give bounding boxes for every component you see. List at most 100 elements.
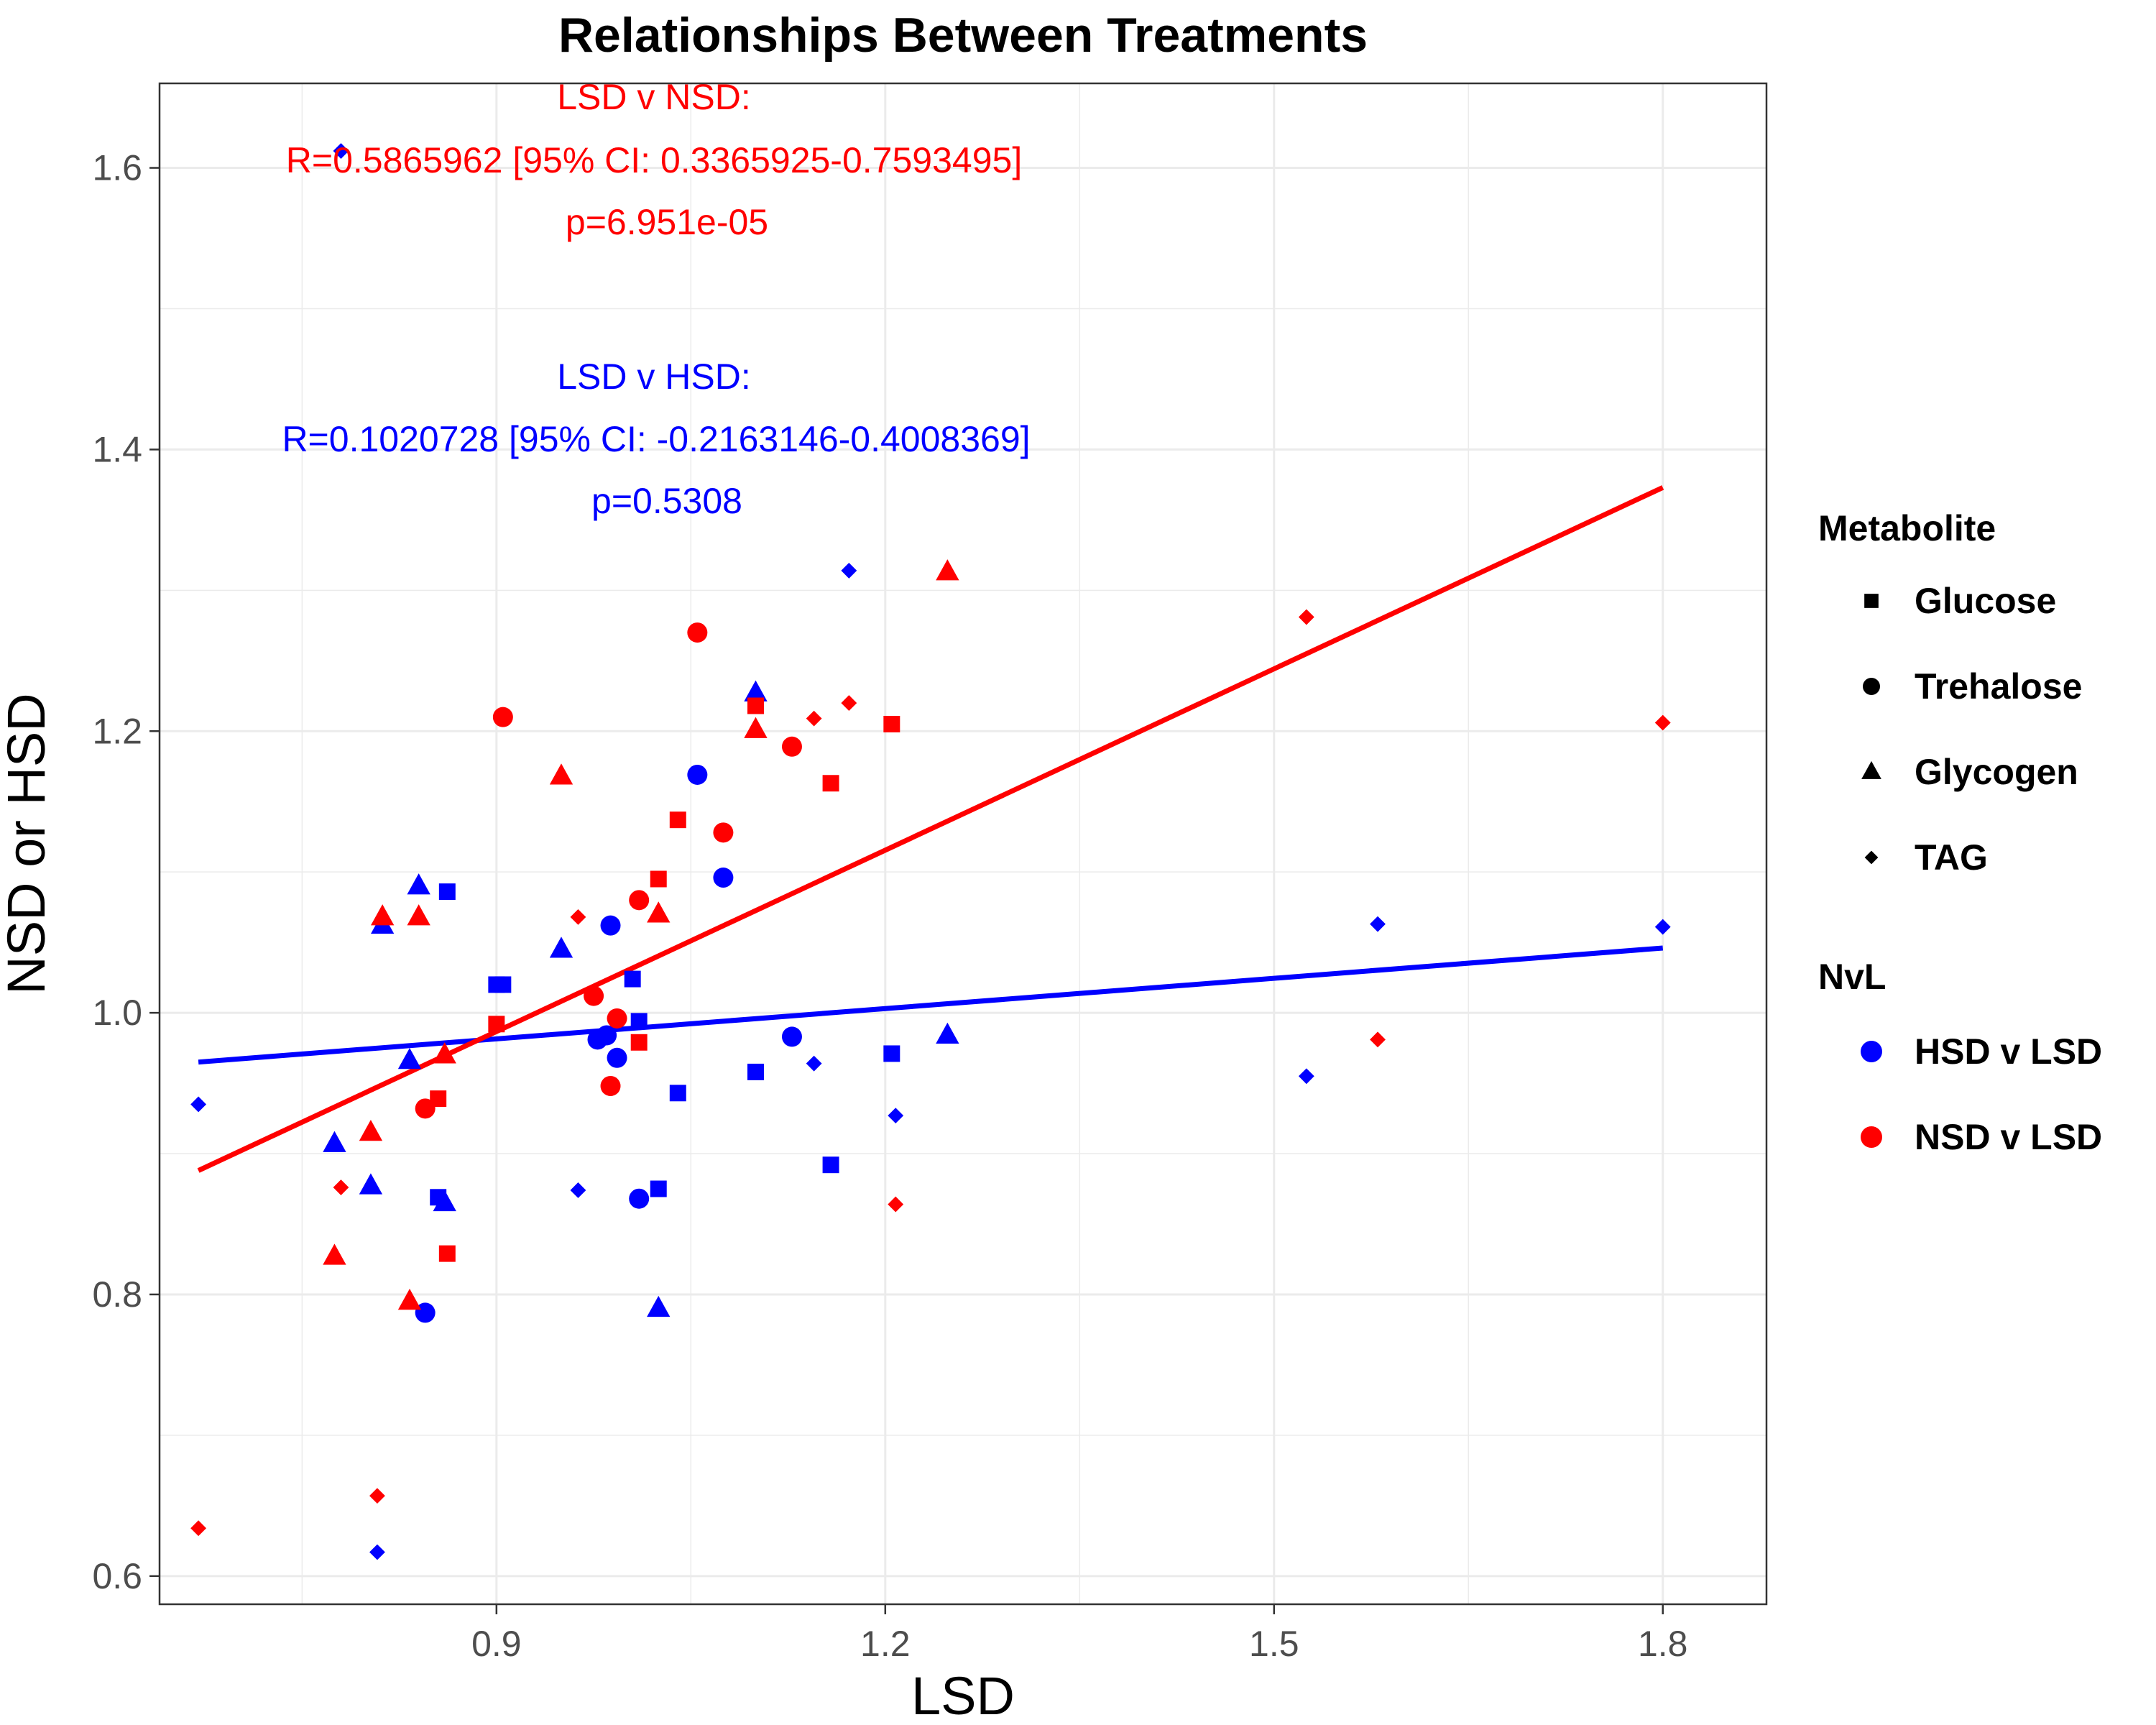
data-point-circle	[600, 915, 621, 936]
data-point-square	[438, 1245, 456, 1262]
data-point-circle	[687, 622, 708, 643]
legend-key-circle	[1863, 678, 1880, 695]
data-point-square	[669, 811, 686, 829]
legend-key-square	[1864, 594, 1879, 608]
data-point-triangle	[433, 1190, 456, 1212]
data-point-circle	[492, 707, 513, 727]
data-point-triangle	[744, 680, 768, 702]
legend-label-glucose: Glucose	[1915, 581, 2056, 621]
data-point-triangle	[397, 1048, 422, 1070]
data-point-square	[630, 1013, 648, 1030]
data-point-triangle	[359, 1119, 383, 1141]
legend-label-glycogen: Glycogen	[1915, 752, 2078, 792]
data-point-triangle	[936, 559, 959, 581]
data-point-diamond	[1654, 714, 1671, 731]
data-point-triangle	[647, 1295, 671, 1317]
data-point-circle	[415, 1098, 436, 1119]
data-point-triangle	[407, 904, 430, 926]
legend-title-nvl: NvL	[1818, 957, 1886, 997]
y-tick-label: 0.6	[92, 1556, 142, 1596]
legend-key-color	[1861, 1126, 1882, 1148]
data-point-diamond	[369, 1544, 385, 1560]
annotation-line: LSD v HSD:	[557, 356, 751, 397]
chart-title: Relationships Between Treatments	[558, 8, 1368, 63]
data-point-diamond	[1298, 609, 1314, 625]
data-point-triangle	[936, 1022, 959, 1044]
legend-key-color	[1861, 1041, 1882, 1062]
fit-line-hsd-v-lsd	[198, 945, 1664, 1065]
annotation-line: R=0.1020728 [95% CI: -0.2163146-0.400836…	[282, 419, 1030, 459]
data-point-triangle	[397, 1289, 422, 1310]
data-point-square	[650, 870, 667, 888]
legend-label-trehalose: Trehalose	[1915, 666, 2082, 707]
data-point-square	[747, 697, 764, 714]
data-point-diamond	[333, 143, 349, 159]
data-point-diamond	[190, 1520, 207, 1537]
x-tick-label: 1.8	[1638, 1624, 1688, 1664]
data-point-triangle	[433, 1042, 456, 1064]
data-point-diamond	[841, 562, 857, 579]
x-axis-ticks: 0.9 1.2 1.5 1.8	[471, 1604, 1687, 1664]
data-point-triangle	[647, 901, 671, 923]
data-point-circle	[713, 822, 734, 843]
data-point-circle	[713, 868, 734, 888]
data-point-triangle	[549, 937, 573, 958]
legend-key-diamond	[1864, 850, 1879, 865]
grid-lines	[160, 83, 1766, 1604]
y-axis-ticks: 0.6 0.8 1.0 1.2 1.4 1.6	[92, 148, 160, 1596]
data-point-triangle	[370, 904, 395, 926]
data-point-square	[624, 970, 641, 988]
data-point-diamond	[1654, 919, 1671, 935]
annotation-line: p=0.5308	[591, 481, 742, 521]
y-axis-title: NSD or HSD	[0, 693, 56, 994]
legend-label-tag: TAG	[1915, 837, 1988, 878]
data-point-diamond	[1370, 916, 1386, 932]
x-tick-label: 1.5	[1249, 1624, 1299, 1664]
data-point-circle	[629, 890, 650, 911]
data-point-diamond	[806, 1055, 822, 1072]
data-point-diamond	[190, 1096, 207, 1113]
data-point-circle	[781, 736, 802, 757]
data-point-triangle	[323, 1131, 346, 1152]
data-point-square	[430, 1090, 447, 1108]
legend-color-items: HSD v LSD NSD v LSD	[1861, 1031, 2102, 1157]
y-tick-label: 1.2	[92, 711, 142, 751]
data-point-diamond	[1298, 1068, 1314, 1085]
x-tick-label: 1.2	[860, 1624, 911, 1664]
data-point-square	[630, 1034, 648, 1051]
data-point-diamond	[570, 908, 586, 925]
y-tick-label: 1.4	[92, 429, 142, 469]
x-tick-label: 0.9	[471, 1624, 522, 1664]
data-point-circle	[629, 1188, 650, 1209]
data-point-diamond	[1370, 1031, 1386, 1048]
data-point-square	[822, 775, 839, 792]
data-point-square	[438, 883, 456, 901]
data-point-triangle	[407, 873, 430, 895]
data-point-square	[747, 1063, 764, 1080]
legend-title-metabolite: Metabolite	[1818, 508, 1996, 548]
data-point-square	[883, 1045, 900, 1062]
data-points	[190, 143, 1671, 1560]
data-point-diamond	[888, 1108, 904, 1124]
y-tick-label: 0.8	[92, 1274, 142, 1315]
annotation-line: p=6.951e-05	[566, 202, 768, 242]
data-point-square	[488, 1016, 505, 1033]
data-point-diamond	[369, 1488, 385, 1504]
data-point-circle	[584, 985, 604, 1006]
data-point-circle	[587, 1029, 608, 1050]
data-point-triangle	[744, 717, 768, 738]
x-axis-title: LSD	[911, 1666, 1015, 1725]
data-point-diamond	[841, 695, 857, 711]
annotation-line: R=0.5865962 [95% CI: 0.3365925-0.7593495…	[286, 140, 1022, 180]
data-point-diamond	[570, 1182, 586, 1198]
data-point-triangle	[359, 1173, 383, 1195]
data-point-circle	[600, 1075, 621, 1096]
data-point-circle	[607, 1008, 627, 1029]
data-point-square	[650, 1180, 667, 1197]
data-point-triangle	[549, 763, 573, 785]
legend-shape-items: Glucose Trehalose Glycogen TAG	[1861, 581, 2082, 878]
data-point-diamond	[888, 1196, 904, 1213]
data-point-circle	[415, 1302, 436, 1323]
